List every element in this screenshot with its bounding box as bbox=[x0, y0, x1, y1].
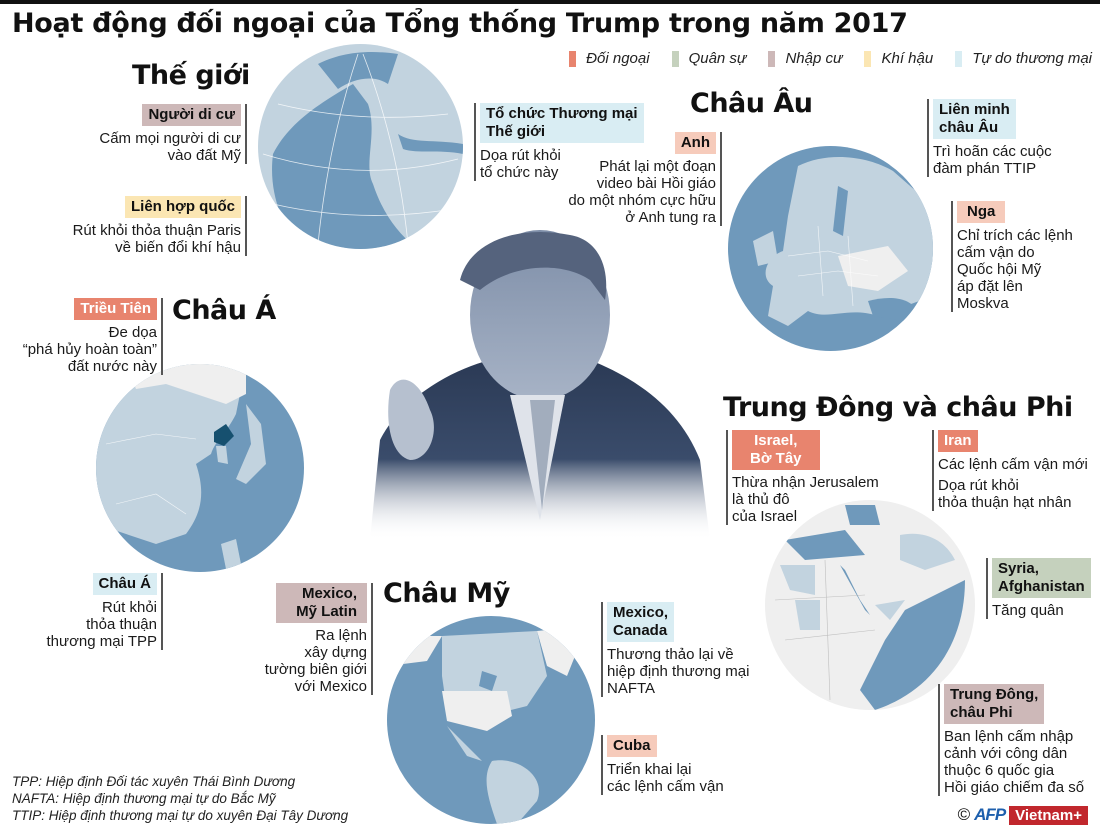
category-tag: Nga bbox=[957, 201, 1006, 223]
category-tag: Tổ chức Thương mại Thế giới bbox=[480, 103, 644, 143]
item-description: Dọa rút khỏi tổ chức này bbox=[480, 147, 561, 181]
asia-map-icon bbox=[96, 364, 266, 569]
top-rule bbox=[0, 0, 1100, 4]
category-tag: Mexico, Canada bbox=[607, 602, 675, 642]
item-wto: Tổ chức Thương mại Thế giới Dọa rút khỏi… bbox=[474, 103, 644, 181]
legend-label: Khí hậu bbox=[881, 50, 934, 67]
item-lien-minh-chau-au: Liên minh châu Âu Trì hoãn các cuộc đàm … bbox=[927, 99, 1052, 177]
category-tag: Người di cư bbox=[142, 104, 241, 126]
atlantic-map-icon bbox=[262, 52, 463, 249]
legend-item-quan-su: Quân sự bbox=[671, 50, 747, 67]
item-description: Cấm mọi người di cư vào đất Mỹ bbox=[99, 130, 241, 164]
item-trung-dong-chau-phi: Trung Đông, châu Phi Ban lệnh cấm nhập c… bbox=[938, 684, 1084, 796]
category-tag: Liên minh châu Âu bbox=[933, 99, 1016, 139]
category-tag: Israel, Bờ Tây bbox=[732, 430, 820, 470]
legend-label: Đối ngoại bbox=[586, 50, 650, 67]
americas-map-icon bbox=[387, 626, 587, 824]
item-description: Triển khai lại các lệnh cấm vận bbox=[607, 761, 724, 795]
category-tag: Anh bbox=[674, 132, 716, 154]
legend-swatch bbox=[569, 50, 577, 67]
legend-item-tu-do-thuong-mai: Tự do thương mại bbox=[955, 50, 1092, 67]
item-israel: Israel, Bờ Tây Thừa nhận Jerusalem là th… bbox=[726, 430, 879, 525]
item-mexico-my-latin: Mexico, Mỹ Latin Ra lệnh xây dựng tường … bbox=[265, 583, 373, 695]
region-title-trung-dong: Trung Đông và châu Phi bbox=[723, 392, 1073, 423]
footnote-tpp: TPP: Hiệp định Đối tác xuyên Thái Bình D… bbox=[12, 774, 296, 789]
middle-east-map-icon bbox=[774, 505, 965, 710]
item-iran: Iran Các lệnh cấm vận mới Dọa rút khỏi t… bbox=[932, 430, 1088, 511]
item-lien-hop-quoc: Liên hợp quốc Rút khỏi thỏa thuận Paris … bbox=[73, 196, 247, 256]
item-description: Tăng quân bbox=[992, 602, 1064, 619]
legend-item-doi-ngoai: Đối ngoại bbox=[569, 50, 650, 67]
item-mexico-canada: Mexico, Canada Thương thảo lại về hiệp đ… bbox=[601, 602, 749, 697]
globe-asia bbox=[96, 364, 304, 572]
item-description: Phát lại một đoạn video bài Hồi giáo do … bbox=[568, 158, 716, 226]
category-tag: Châu Á bbox=[92, 573, 157, 595]
globe-atlantic bbox=[258, 44, 463, 249]
item-description: Ra lệnh xây dựng tường biên giới với Mex… bbox=[264, 627, 367, 695]
region-title-chau-a: Châu Á bbox=[172, 295, 276, 326]
footnote-ttip: TTIP: Hiệp định thương mại tự do xuyên Đ… bbox=[12, 808, 349, 823]
legend-label: Tự do thương mại bbox=[972, 50, 1092, 67]
item-cuba: Cuba Triển khai lại các lệnh cấm vận bbox=[601, 735, 724, 795]
category-tag: Triều Tiên bbox=[74, 298, 157, 320]
item-description: Thương thảo lại về hiệp định thương mại … bbox=[607, 646, 750, 697]
legend-swatch bbox=[768, 50, 776, 67]
globe-middle-east-africa bbox=[765, 500, 975, 710]
legend-label: Quân sự bbox=[688, 50, 747, 67]
footnote-nafta: NAFTA: Hiệp định thương mại tự do Bắc Mỹ bbox=[12, 791, 276, 806]
legend-swatch bbox=[671, 50, 679, 67]
category-tag: Trung Đông, châu Phi bbox=[944, 684, 1045, 724]
globe-europe bbox=[728, 146, 933, 351]
item-description: Trì hoãn các cuộc đàm phán TTIP bbox=[933, 143, 1052, 177]
legend-swatch bbox=[955, 50, 963, 67]
region-title-chau-my: Châu Mỹ bbox=[383, 578, 510, 609]
item-description: Rút khỏi thỏa thuận thương mại TPP bbox=[46, 599, 157, 650]
footnotes: TPP: Hiệp định Đối tác xuyên Thái Bình D… bbox=[12, 773, 348, 824]
item-description: Ban lệnh cấm nhập cảnh với công dân thuộ… bbox=[944, 728, 1085, 796]
item-description-2: Dọa rút khỏi thỏa thuận hạt nhân bbox=[938, 477, 1072, 511]
category-tag: Syria, Afghanistan bbox=[992, 558, 1091, 598]
category-tag: Cuba bbox=[607, 735, 657, 757]
europe-map-icon bbox=[753, 156, 933, 326]
copyright-icon: © bbox=[957, 805, 971, 824]
item-anh: Anh Phát lại một đoạn video bài Hồi giáo… bbox=[568, 132, 722, 226]
item-description: Các lệnh cấm vận mới bbox=[938, 456, 1088, 473]
legend-item-khi-hau: Khí hậu bbox=[864, 50, 933, 67]
item-nga: Nga Chỉ trích các lệnh cấm vận do Quốc h… bbox=[951, 201, 1073, 312]
item-description: Thừa nhận Jerusalem là thủ đô của Israel bbox=[732, 474, 879, 525]
legend-item-nhap-cu: Nhập cư bbox=[768, 50, 842, 67]
region-title-chau-au: Châu Âu bbox=[690, 88, 813, 119]
category-tag: Liên hợp quốc bbox=[125, 196, 241, 218]
legend-swatch bbox=[864, 50, 872, 67]
legend: Đối ngoại Quân sự Nhập cư Khí hậu Tự do … bbox=[569, 50, 1092, 67]
item-description: Chỉ trích các lệnh cấm vận do Quốc hội M… bbox=[957, 227, 1073, 312]
legend-label: Nhập cư bbox=[785, 50, 843, 67]
region-title-the-gioi: Thế giới bbox=[132, 60, 250, 91]
trump-photo bbox=[360, 220, 720, 540]
credits: © AFP Vietnam+ bbox=[958, 805, 1088, 825]
item-chau-a-tpp: Châu Á Rút khỏi thỏa thuận thương mại TP… bbox=[47, 573, 163, 650]
item-description: Đe dọa “phá hủy hoàn toàn” đất nước này bbox=[22, 324, 157, 375]
item-nguoi-di-cu: Người di cư Cấm mọi người di cư vào đất … bbox=[99, 104, 247, 164]
infographic-title: Hoạt động đối ngoại của Tổng thống Trump… bbox=[12, 8, 908, 39]
item-trieu-tien: Triều Tiên Đe dọa “phá hủy hoàn toàn” đấ… bbox=[23, 298, 163, 375]
item-description: Rút khỏi thỏa thuận Paris về biến đổi kh… bbox=[72, 222, 241, 256]
item-syria-afghanistan: Syria, Afghanistan Tăng quân bbox=[986, 558, 1091, 619]
vietnamplus-logo: Vietnam+ bbox=[1009, 805, 1088, 825]
globe-americas bbox=[387, 616, 595, 824]
category-tag: Iran bbox=[938, 430, 978, 452]
afp-logo: AFP bbox=[974, 805, 1006, 824]
portrait-image-icon bbox=[370, 230, 710, 540]
category-tag: Mexico, Mỹ Latin bbox=[276, 583, 367, 623]
